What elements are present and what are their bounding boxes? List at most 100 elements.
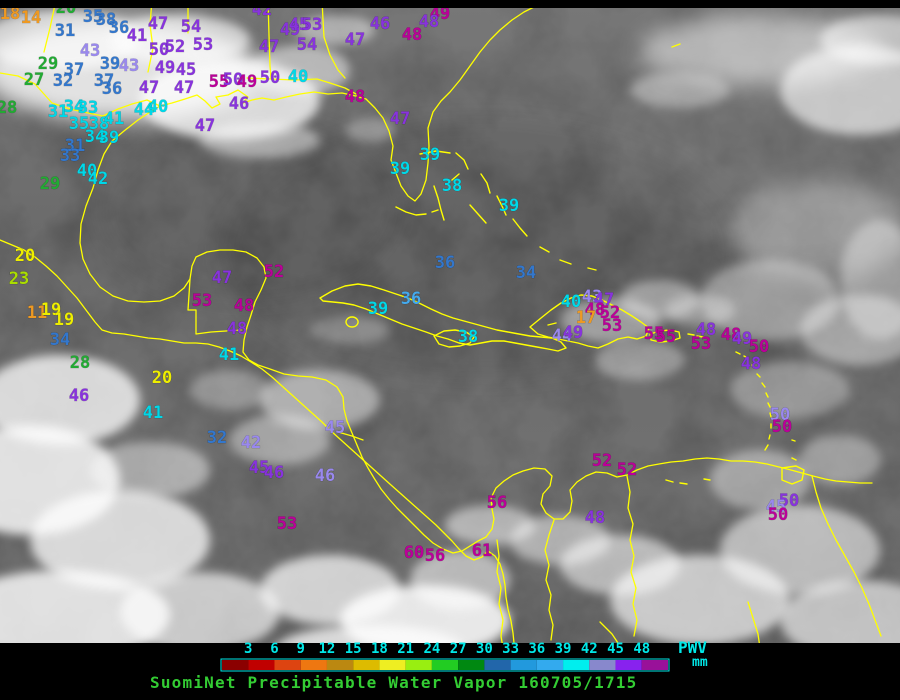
colorbar-tick-label: 42 <box>581 641 598 657</box>
station-value: 47 <box>195 116 215 136</box>
station-value: 36 <box>435 253 455 273</box>
station-value: 47 <box>390 109 410 129</box>
station-value: 53 <box>302 15 322 35</box>
station-value: 46 <box>315 466 335 486</box>
colorbar-segment <box>563 660 590 670</box>
station-value: 48 <box>402 25 422 45</box>
colorbar-tick-label: 15 <box>345 641 362 657</box>
station-value: 27 <box>24 70 44 90</box>
islands-lesser-antilles <box>665 333 805 485</box>
colorbar-segment <box>326 660 354 670</box>
station-value: 53 <box>193 35 213 55</box>
colorbar-tick-label: 9 <box>296 641 304 657</box>
station-value: 54 <box>181 17 201 37</box>
colorbar: 3 6 9 12 15 18 21 24 27 30 33 36 39 42 45 48 <box>220 641 670 672</box>
station-value: 36 <box>109 18 129 38</box>
colorbar-tick-label: 48 <box>633 641 650 657</box>
station-value: 56 <box>487 493 507 513</box>
station-value: 39 <box>499 196 519 216</box>
station-value: 40 <box>561 292 581 312</box>
station-value: 36 <box>401 289 421 309</box>
colorbar-segment <box>222 660 249 670</box>
colorbar-tick-label: 36 <box>528 641 545 657</box>
station-value: 32 <box>207 428 227 448</box>
coastline-mexico-centralamerica <box>79 105 873 554</box>
station-value: 55 <box>209 72 229 92</box>
colorbar-tick-label: 6 <box>270 641 278 657</box>
colorbar-segment <box>536 660 564 670</box>
station-value: 40 <box>77 161 97 181</box>
station-value: 53 <box>192 291 212 311</box>
station-value: 49 <box>732 329 752 349</box>
station-value: 52 <box>600 303 620 323</box>
station-value: 45 <box>766 497 786 517</box>
colorbar-tick-label: 21 <box>397 641 414 657</box>
station-value: 45 <box>249 458 269 478</box>
colorbar-tick-label: 33 <box>502 641 519 657</box>
station-value: 34 <box>64 97 84 117</box>
station-value: 14 <box>21 8 41 28</box>
station-value: 29 <box>40 174 60 194</box>
station-value: 56 <box>425 546 445 566</box>
station-value: 52 <box>165 37 185 57</box>
station-value: 31 <box>48 102 68 122</box>
station-value: 52 <box>617 460 637 480</box>
station-value: 37 <box>64 60 84 80</box>
station-value: 48 <box>585 300 605 320</box>
colorbar-segment <box>405 660 432 670</box>
island-puerto-rico <box>649 329 681 343</box>
colorbar-tick-label: 18 <box>371 641 388 657</box>
colorbar-tick-label: 39 <box>555 641 572 657</box>
station-value: 29 <box>38 54 58 74</box>
station-value: 52 <box>264 262 284 282</box>
station-value: 47 <box>259 37 279 57</box>
station-value: 43 <box>80 41 100 61</box>
colorbar-tick-label: 45 <box>607 641 624 657</box>
station-value: 48 <box>419 12 439 32</box>
colorbar-segment <box>615 660 642 670</box>
station-value: 50 <box>149 40 169 60</box>
colorbar-unit-sub-label: mm <box>692 655 708 670</box>
station-value: 48 <box>741 354 761 374</box>
station-value: 11 <box>27 303 47 323</box>
border-guatemala <box>187 278 364 441</box>
islands-bahamas-keys <box>395 43 681 271</box>
colorbar-segment <box>641 660 668 670</box>
station-value: 31 <box>65 136 85 156</box>
colorbar-segment <box>353 660 380 670</box>
station-value: 28 <box>0 98 17 118</box>
station-value: 44 <box>134 100 154 120</box>
station-value: 18 <box>0 4 20 24</box>
station-value: 47 <box>174 78 194 98</box>
station-value: 38 <box>458 327 478 347</box>
colorbar-tick-label: 30 <box>476 641 493 657</box>
station-value: 31 <box>55 21 75 41</box>
colorbar-tick-label: 12 <box>319 641 336 657</box>
station-value: 39 <box>99 128 119 148</box>
station-value: 39 <box>100 54 120 74</box>
station-value: 42 <box>88 169 108 189</box>
station-value: 38 <box>96 10 116 30</box>
colorbar-segment <box>589 660 616 670</box>
station-value: 46 <box>264 463 284 483</box>
station-value: 53 <box>277 514 297 534</box>
station-value: 43 <box>582 287 602 307</box>
station-value: 40 <box>288 67 308 87</box>
station-value: 50 <box>223 70 243 90</box>
island-jamaica <box>433 329 475 348</box>
station-value: 40 <box>148 97 168 117</box>
station-value: 46 <box>370 14 390 34</box>
station-value: 49 <box>237 72 257 92</box>
station-value: 53 <box>691 334 711 354</box>
colorbar-segment <box>458 660 485 670</box>
station-value: 34 <box>516 263 536 283</box>
station-value: 33 <box>60 146 80 166</box>
station-value: 33 <box>78 98 98 118</box>
station-value: 61 <box>472 541 492 561</box>
station-value: 41 <box>219 345 239 365</box>
station-value: 48 <box>345 87 365 107</box>
station-value: 39 <box>368 299 388 319</box>
station-value: 47 <box>212 268 232 288</box>
